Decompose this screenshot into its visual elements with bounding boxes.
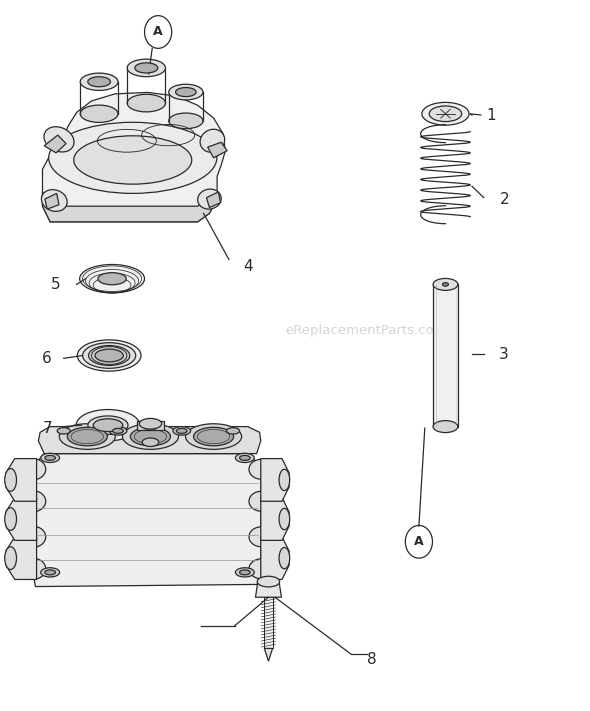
Ellipse shape <box>41 567 60 577</box>
Ellipse shape <box>249 559 274 579</box>
Ellipse shape <box>198 189 221 209</box>
Text: 6: 6 <box>42 351 52 366</box>
Ellipse shape <box>88 346 130 365</box>
Ellipse shape <box>173 427 191 435</box>
Ellipse shape <box>5 469 17 491</box>
Polygon shape <box>261 537 289 579</box>
Text: 2: 2 <box>500 191 509 207</box>
Ellipse shape <box>139 418 162 429</box>
Ellipse shape <box>95 349 123 362</box>
Polygon shape <box>38 427 261 454</box>
Ellipse shape <box>249 491 274 511</box>
Ellipse shape <box>235 454 254 463</box>
Ellipse shape <box>80 105 118 122</box>
Ellipse shape <box>429 106 461 122</box>
Text: A: A <box>153 26 163 38</box>
Ellipse shape <box>169 84 203 100</box>
Text: 4: 4 <box>243 259 253 274</box>
Ellipse shape <box>67 427 107 446</box>
Ellipse shape <box>83 343 136 368</box>
Ellipse shape <box>127 95 165 112</box>
Ellipse shape <box>235 567 254 577</box>
Ellipse shape <box>176 87 196 97</box>
Ellipse shape <box>127 59 165 77</box>
Ellipse shape <box>57 427 70 434</box>
Ellipse shape <box>257 576 280 587</box>
Polygon shape <box>45 193 59 209</box>
Text: 7: 7 <box>42 420 52 436</box>
Polygon shape <box>208 142 227 158</box>
Ellipse shape <box>200 129 225 152</box>
Ellipse shape <box>80 264 145 293</box>
Ellipse shape <box>44 127 74 152</box>
Text: A: A <box>414 535 424 548</box>
Ellipse shape <box>59 424 116 449</box>
Polygon shape <box>261 498 289 540</box>
Ellipse shape <box>279 469 290 491</box>
Polygon shape <box>264 597 273 648</box>
Ellipse shape <box>45 570 55 574</box>
Ellipse shape <box>5 508 17 530</box>
Ellipse shape <box>98 272 126 284</box>
Ellipse shape <box>19 491 46 512</box>
Polygon shape <box>264 648 273 661</box>
Ellipse shape <box>279 508 290 530</box>
Ellipse shape <box>142 438 159 447</box>
Ellipse shape <box>227 427 240 434</box>
Ellipse shape <box>442 283 448 286</box>
Polygon shape <box>42 192 217 222</box>
Ellipse shape <box>433 279 458 290</box>
Ellipse shape <box>176 428 187 433</box>
Text: 1: 1 <box>486 107 496 123</box>
Ellipse shape <box>185 424 242 449</box>
Ellipse shape <box>122 424 179 449</box>
Ellipse shape <box>19 558 46 579</box>
Polygon shape <box>206 192 221 208</box>
Ellipse shape <box>45 456 55 461</box>
Polygon shape <box>42 92 225 222</box>
Ellipse shape <box>135 63 158 73</box>
Ellipse shape <box>422 102 469 125</box>
Ellipse shape <box>49 122 217 193</box>
Ellipse shape <box>109 427 127 435</box>
Ellipse shape <box>88 77 110 87</box>
Ellipse shape <box>93 419 123 432</box>
Ellipse shape <box>130 427 171 446</box>
Polygon shape <box>6 459 37 501</box>
Ellipse shape <box>41 454 60 463</box>
Polygon shape <box>44 135 66 153</box>
Polygon shape <box>261 459 289 501</box>
Ellipse shape <box>88 416 128 434</box>
Polygon shape <box>137 421 164 430</box>
Ellipse shape <box>249 459 274 479</box>
Ellipse shape <box>80 73 118 90</box>
Ellipse shape <box>77 340 141 371</box>
Polygon shape <box>6 537 37 579</box>
Ellipse shape <box>249 527 274 547</box>
Text: 5: 5 <box>51 277 61 292</box>
Ellipse shape <box>240 570 250 574</box>
Ellipse shape <box>113 428 123 433</box>
Ellipse shape <box>41 190 67 211</box>
Ellipse shape <box>169 113 203 129</box>
Text: eReplacementParts.com: eReplacementParts.com <box>285 324 447 337</box>
Text: 3: 3 <box>499 346 508 362</box>
Ellipse shape <box>19 459 46 480</box>
Ellipse shape <box>19 526 46 547</box>
Ellipse shape <box>240 456 250 461</box>
Ellipse shape <box>279 547 290 569</box>
Ellipse shape <box>76 410 140 441</box>
Polygon shape <box>6 498 37 540</box>
Polygon shape <box>32 454 261 587</box>
Ellipse shape <box>74 136 192 184</box>
Ellipse shape <box>5 547 17 570</box>
Polygon shape <box>255 582 281 597</box>
Ellipse shape <box>194 427 234 446</box>
Text: 8: 8 <box>367 651 376 667</box>
Polygon shape <box>433 284 458 427</box>
Ellipse shape <box>433 421 458 432</box>
